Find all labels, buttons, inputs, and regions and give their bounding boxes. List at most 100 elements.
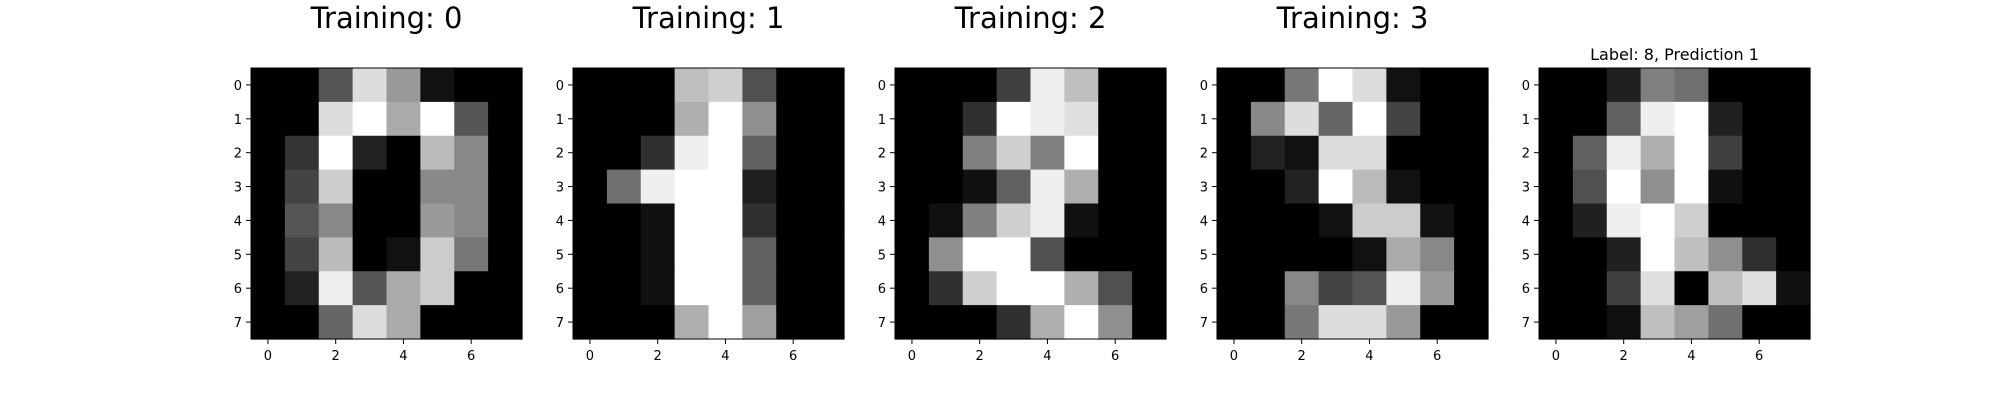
y-tick-label: 6 — [1200, 282, 1208, 297]
image-pixel — [1606, 68, 1642, 103]
image-pixel — [1420, 305, 1455, 340]
image-pixel — [1132, 101, 1167, 137]
image-pixel — [284, 237, 320, 272]
image-pixel — [318, 135, 354, 171]
image-pixel — [251, 135, 286, 171]
image-pixel — [1640, 135, 1676, 171]
image-pixel — [386, 169, 421, 205]
image-pixel — [1352, 271, 1387, 306]
image-pixel — [996, 169, 1032, 205]
image-pixel — [1420, 237, 1455, 272]
image-pixel — [1098, 169, 1133, 205]
y-tick-label: 7 — [556, 316, 564, 331]
image-pixel — [488, 271, 523, 306]
image-pixel — [742, 305, 777, 340]
image-pixel — [1674, 271, 1709, 306]
image-pixel — [742, 169, 777, 205]
image-pixel — [1284, 68, 1320, 103]
image-pixel — [1132, 135, 1167, 171]
image-pixel — [1352, 135, 1387, 171]
image-pixel — [488, 237, 523, 272]
image-pixel — [1064, 305, 1099, 340]
image-pixel — [962, 68, 998, 103]
image-pixel — [1708, 101, 1743, 137]
image-pixel — [1539, 135, 1574, 171]
image-pixel — [640, 203, 676, 238]
image-pixel — [1352, 101, 1387, 137]
image-pixel — [1250, 68, 1286, 103]
x-tick-label: 0 — [586, 349, 594, 364]
axes-frame — [894, 67, 1167, 340]
image-pixel — [962, 135, 998, 171]
image-pixel — [1572, 271, 1608, 306]
image-pixel — [1708, 68, 1743, 103]
image-pixel — [420, 237, 455, 272]
image-pixel — [1284, 101, 1320, 137]
image-pixel — [674, 237, 710, 272]
y-tick-label: 4 — [556, 214, 564, 229]
image-pixel — [674, 271, 710, 306]
image-pixel — [996, 305, 1032, 340]
y-tick-label: 4 — [878, 214, 886, 229]
x-tick-label: 4 — [1043, 349, 1051, 364]
image-pixel — [708, 237, 743, 272]
y-tick-label: 7 — [1522, 316, 1530, 331]
image-pixel — [488, 101, 523, 137]
y-tick-label: 1 — [1522, 113, 1530, 128]
image-pixel — [386, 271, 421, 306]
image-pixel — [454, 203, 489, 238]
y-tick-label: 1 — [556, 113, 564, 128]
image-pixel — [1030, 101, 1065, 137]
image-pixel — [1420, 203, 1455, 238]
image-pixel — [810, 135, 845, 171]
image-pixel — [1708, 271, 1743, 306]
image-pixel — [1030, 68, 1065, 103]
y-tick-label: 0 — [1200, 79, 1208, 94]
image-pixel — [674, 68, 710, 103]
image-pixel — [810, 169, 845, 205]
image-pixel — [1539, 237, 1574, 272]
image-pixel — [1674, 203, 1709, 238]
image-pixel — [488, 305, 523, 340]
image-pixel — [284, 68, 320, 103]
image-pixel — [742, 203, 777, 238]
image-pixel — [1098, 68, 1133, 103]
image-pixel — [742, 101, 777, 137]
y-tick-label: 1 — [1200, 113, 1208, 128]
image-pixel — [742, 237, 777, 272]
y-tick-label: 4 — [1522, 214, 1530, 229]
image-pixel — [606, 169, 642, 205]
image-pixel — [318, 271, 354, 306]
image-pixel — [1318, 68, 1354, 103]
x-tick-label: 6 — [789, 349, 797, 364]
image-pixel — [352, 203, 388, 238]
image-pixel — [1132, 68, 1167, 103]
image-pixel — [1742, 135, 1777, 171]
image-pixel — [420, 169, 455, 205]
image-pixel — [1539, 101, 1574, 137]
image-pixel — [1776, 271, 1811, 306]
image-pixel — [1454, 305, 1489, 340]
image-pixel — [1386, 237, 1421, 272]
image-pixel — [1386, 305, 1421, 340]
image-pixel — [640, 169, 676, 205]
image-pixel — [708, 203, 743, 238]
x-tick-label: 4 — [399, 349, 407, 364]
image-pixel — [1572, 135, 1608, 171]
image-pixel — [708, 169, 743, 205]
image-pixel — [640, 305, 676, 340]
image-pixel — [1250, 203, 1286, 238]
image-pixel — [1064, 169, 1099, 205]
image-pixel — [996, 135, 1032, 171]
image-pixel — [708, 305, 743, 340]
image-pixel — [996, 203, 1032, 238]
image-pixel — [606, 135, 642, 171]
y-tick-label: 5 — [234, 248, 242, 263]
image-pixel — [1318, 305, 1354, 340]
image-pixel — [573, 68, 608, 103]
image-pixel — [284, 101, 320, 137]
image-pixel — [573, 237, 608, 272]
image-pixel — [776, 271, 811, 306]
image-pixel — [1217, 135, 1252, 171]
image-pixel — [962, 203, 998, 238]
